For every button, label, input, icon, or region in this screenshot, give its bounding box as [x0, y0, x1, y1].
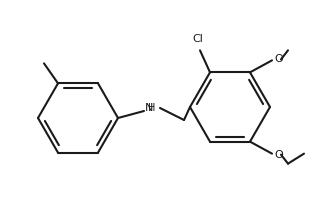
Text: O: O — [274, 150, 283, 160]
Text: Cl: Cl — [193, 34, 204, 44]
Text: H: H — [148, 103, 155, 113]
Text: O: O — [274, 54, 283, 64]
Text: N: N — [145, 103, 153, 113]
